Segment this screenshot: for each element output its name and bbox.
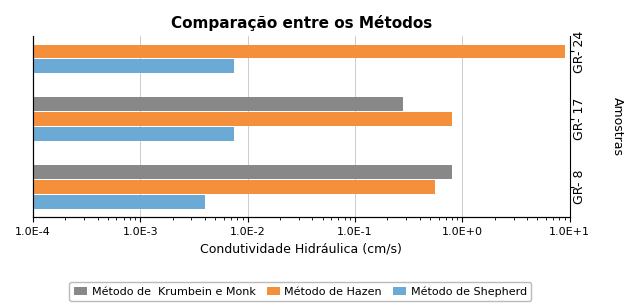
Bar [33, 180, 435, 194]
X-axis label: Condutividade Hidráulica (cm/s): Condutividade Hidráulica (cm/s) [201, 242, 403, 255]
Bar [33, 165, 452, 179]
Bar [33, 97, 403, 111]
Bar [33, 45, 565, 58]
Y-axis label: Amostras: Amostras [611, 97, 624, 156]
Bar [33, 195, 205, 209]
Bar [33, 112, 452, 126]
Bar [33, 60, 235, 73]
Bar [33, 127, 235, 141]
Legend: Método de  Krumbein e Monk, Método de Hazen, Método de Shepherd: Método de Krumbein e Monk, Método de Haz… [69, 282, 532, 301]
Title: Comparação entre os Métodos: Comparação entre os Métodos [171, 15, 432, 31]
